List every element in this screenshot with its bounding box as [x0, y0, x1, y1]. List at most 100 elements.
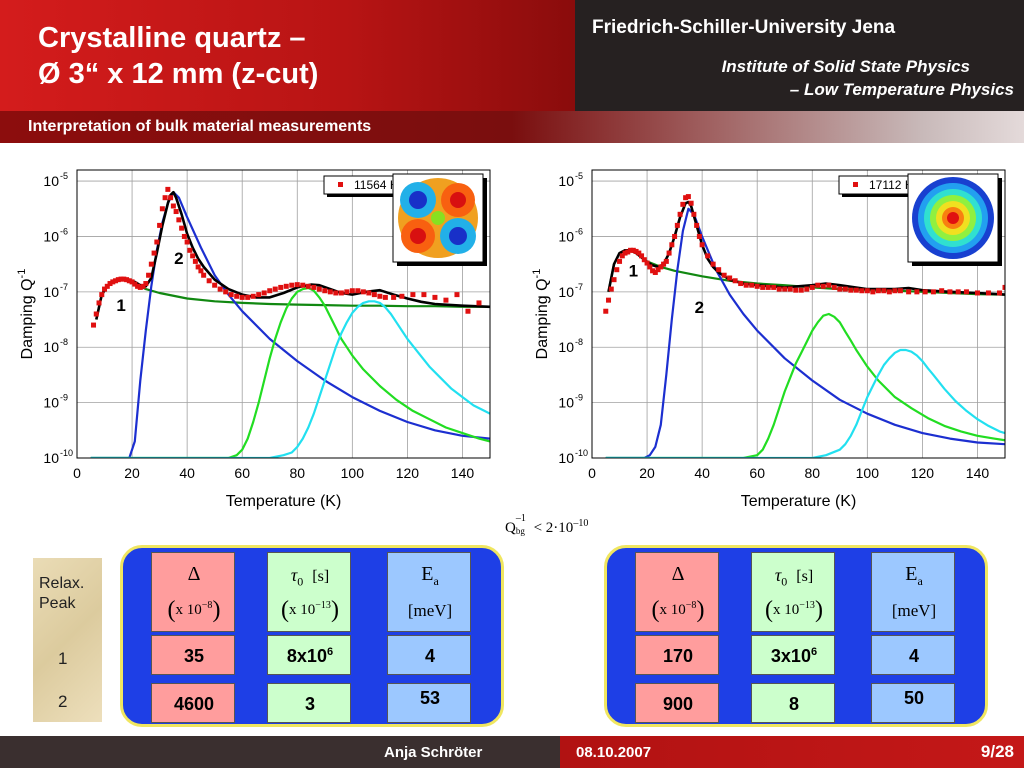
data-point — [157, 222, 163, 228]
relaxation-peak-line — [605, 312, 1005, 458]
data-point — [289, 282, 295, 288]
delta-unit-exp: −8 — [201, 600, 213, 611]
mode-ring — [947, 212, 959, 224]
data-point — [666, 250, 672, 256]
x-tick-label: 60 — [749, 465, 765, 481]
relax-peak-2: 2 — [58, 692, 68, 711]
data-point — [476, 300, 482, 306]
data-point — [688, 200, 694, 206]
data-point — [716, 267, 722, 273]
relaxation-peak-line — [90, 300, 490, 458]
slide-subtitle: Interpretation of bulk material measurem… — [28, 118, 372, 135]
ea-value-cell-peak-2: 53 — [387, 683, 471, 723]
footer-date: 08.10.2007 — [576, 744, 652, 761]
data-point — [305, 283, 311, 289]
data-point — [283, 283, 289, 289]
data-point — [608, 286, 614, 292]
data-point — [135, 283, 141, 289]
data-point — [848, 287, 854, 293]
relaxation-peak-line — [90, 191, 490, 458]
slide-title: Crystalline quartz – Ø 3“ x 12 mm (z-cut… — [38, 20, 318, 92]
data-point — [881, 288, 887, 294]
data-point — [107, 281, 113, 287]
y-axis-title-exponent: -1 — [531, 269, 543, 279]
ea-value-cell-peak-1: 4 — [387, 635, 471, 675]
footer-author: Anja Schröter — [384, 744, 483, 761]
ea-symbol: E — [421, 563, 434, 585]
data-point — [278, 284, 284, 290]
data-point — [198, 268, 204, 274]
mode-lobe-core — [409, 191, 427, 209]
tau-unit-text: x 10 — [773, 602, 800, 618]
tau-unit-exp: −13 — [315, 600, 331, 611]
data-point — [355, 288, 361, 294]
x-tick-label: 0 — [73, 465, 81, 481]
data-point — [694, 222, 700, 228]
footer-red-band — [560, 736, 1024, 768]
delta-symbol: Δ — [187, 563, 201, 585]
data-point — [176, 217, 182, 223]
data-point — [113, 278, 119, 284]
data-point — [661, 261, 667, 267]
data-point — [782, 286, 788, 292]
data-point — [732, 278, 738, 284]
data-point — [625, 249, 631, 255]
data-point — [234, 293, 240, 299]
y-tick-exponent: -5 — [60, 171, 68, 181]
slide-header — [0, 0, 1024, 111]
data-point — [820, 283, 826, 289]
data-point — [760, 284, 766, 290]
y-tick-label: 10 — [43, 173, 59, 189]
data-point — [327, 289, 333, 295]
data-point — [173, 209, 179, 215]
tau-value-text: 8 — [788, 694, 799, 714]
peak-annotation: 1 — [116, 296, 125, 315]
data-point — [765, 284, 771, 290]
data-point — [316, 286, 322, 292]
data-point — [349, 288, 355, 294]
y-axis-title: Damping Q-1 — [16, 269, 36, 360]
delta-value-cell-peak-2: 4600 — [151, 683, 235, 723]
data-point — [974, 290, 980, 296]
data-point — [256, 292, 262, 298]
tau-value-text: 3x10 — [770, 646, 811, 666]
data-point — [963, 289, 969, 295]
tau-seconds: [s] — [312, 568, 330, 585]
data-point — [132, 281, 138, 287]
relax-peak-title: Relax. Peak — [39, 574, 84, 614]
data-point — [886, 289, 892, 295]
ea-value-text: 4 — [908, 646, 919, 666]
data-point — [223, 289, 229, 295]
data-point — [776, 286, 782, 292]
bg-q-symbol: Q — [505, 520, 516, 536]
relaxation-peak-line — [605, 207, 1005, 458]
y-tick-label: 10 — [558, 395, 574, 411]
ea-header-cell: Ea [meV] — [871, 552, 955, 632]
plot-frame — [76, 169, 491, 459]
data-point — [165, 186, 171, 192]
institute-line-1: Institute of Solid State Physics — [721, 57, 970, 76]
tau-value-cell-peak-2: 3 — [267, 683, 351, 723]
y-tick-exponent: -6 — [60, 226, 68, 236]
x-tick-label: 20 — [639, 465, 655, 481]
ea-symbol: E — [905, 563, 918, 585]
bg-q-exp: –10 — [573, 518, 589, 529]
peak-annotation: 2 — [174, 249, 183, 268]
data-point — [677, 211, 683, 217]
relax-peak-1: 1 — [58, 649, 68, 668]
ea-unit: [meV] — [891, 601, 937, 620]
data-point — [622, 250, 628, 256]
mode-center — [431, 211, 445, 225]
data-point — [159, 206, 165, 212]
series-group — [90, 186, 490, 458]
x-tick-label: 140 — [451, 465, 475, 481]
delta-value-peak-1: 35 — [152, 646, 236, 667]
tau-header-cell: τ0 [s] (x 10−13) — [267, 552, 351, 632]
data-point — [798, 287, 804, 293]
x-tick-label: 40 — [179, 465, 195, 481]
data-point — [124, 277, 130, 283]
data-point — [650, 268, 656, 274]
tau-symbol: τ — [774, 565, 782, 585]
delta-value-cell-peak-2: 900 — [635, 683, 719, 723]
data-point — [267, 288, 273, 294]
